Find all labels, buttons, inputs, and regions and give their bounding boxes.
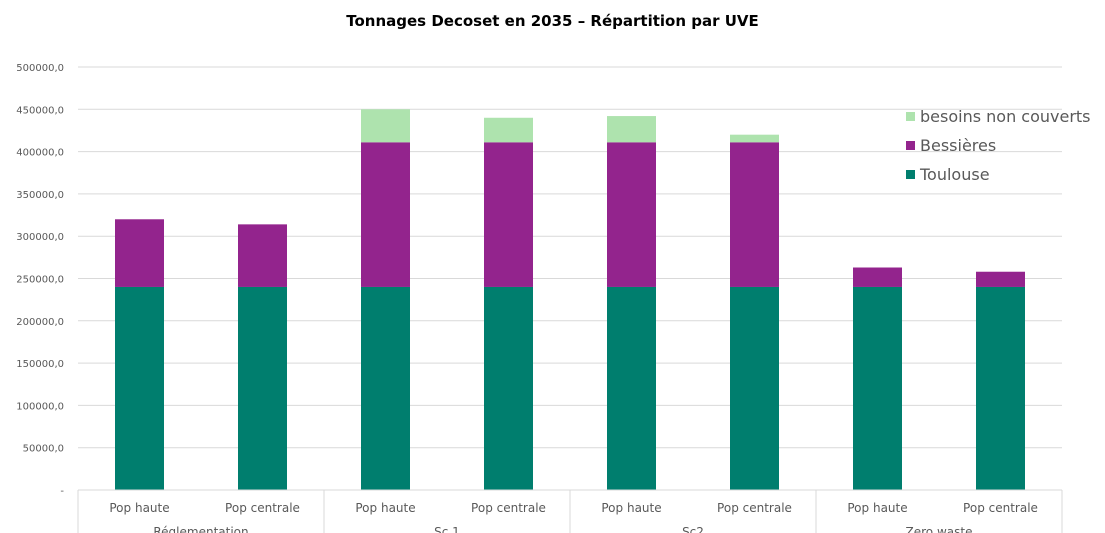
bar-segment <box>484 142 533 287</box>
legend-swatch <box>906 141 915 150</box>
bar-segment <box>730 134 779 143</box>
x-category-label: Pop centrale <box>225 501 300 515</box>
bar-segment <box>238 224 287 287</box>
bar-segment <box>361 142 410 287</box>
x-category-label: Pop haute <box>355 501 415 515</box>
bar-segment <box>853 267 902 287</box>
x-category-label: Pop haute <box>109 501 169 515</box>
bar-segment <box>238 286 287 490</box>
y-tick-label: 100000,0 <box>16 401 64 412</box>
legend-label: Bessières <box>920 136 996 155</box>
chart-title: Tonnages Decoset en 2035 – Répartition p… <box>346 12 759 30</box>
legend: besoins non couverts Bessières Toulouse <box>906 107 1091 184</box>
bar-segment <box>361 109 410 143</box>
y-tick-label: 300000,0 <box>16 232 64 243</box>
x-group-label: Zero waste <box>906 525 973 533</box>
legend-label: Toulouse <box>919 165 990 184</box>
bar-segment <box>607 116 656 143</box>
bar-segment <box>607 142 656 287</box>
x-category-label: Pop centrale <box>471 501 546 515</box>
bar-segment <box>730 286 779 490</box>
y-tick-label: 150000,0 <box>16 359 64 370</box>
y-tick-label: 500000,0 <box>16 63 64 74</box>
y-tick-label: 200000,0 <box>16 317 64 328</box>
x-category-label: Pop haute <box>847 501 907 515</box>
bars <box>115 109 1025 490</box>
bar-segment <box>484 117 533 143</box>
y-tick-label: 50000,0 <box>23 444 64 455</box>
legend-swatch <box>906 170 915 179</box>
bar-segment <box>607 286 656 490</box>
y-tick-label: - <box>60 486 64 497</box>
bar-segment <box>976 271 1025 287</box>
x-category-label: Pop haute <box>601 501 661 515</box>
x-category-label: Pop centrale <box>963 501 1038 515</box>
legend-swatch <box>906 112 915 121</box>
bar-segment <box>853 286 902 490</box>
x-group-label: Réglementation <box>153 525 248 533</box>
y-tick-label: 400000,0 <box>16 148 64 159</box>
bar-segment <box>484 286 533 490</box>
legend-label: besoins non couverts <box>920 107 1091 126</box>
bar-segment <box>115 219 164 287</box>
y-tick-label: 450000,0 <box>16 105 64 116</box>
gridlines: - 50000,0 100000,0 150000,0 200000,0 250000,0… <box>16 63 1062 497</box>
x-axis: Pop haute Pop centrale Pop haute Pop centra… <box>77 489 1063 533</box>
x-group-label: Sc 1 <box>434 525 460 533</box>
bar-segment <box>976 286 1025 490</box>
bar-segment <box>730 142 779 287</box>
y-tick-label: 350000,0 <box>16 190 64 201</box>
x-category-label: Pop centrale <box>717 501 792 515</box>
bar-segment <box>361 286 410 490</box>
y-tick-label: 250000,0 <box>16 275 64 286</box>
bar-segment <box>115 286 164 490</box>
x-group-label: Sc2 <box>682 525 704 533</box>
